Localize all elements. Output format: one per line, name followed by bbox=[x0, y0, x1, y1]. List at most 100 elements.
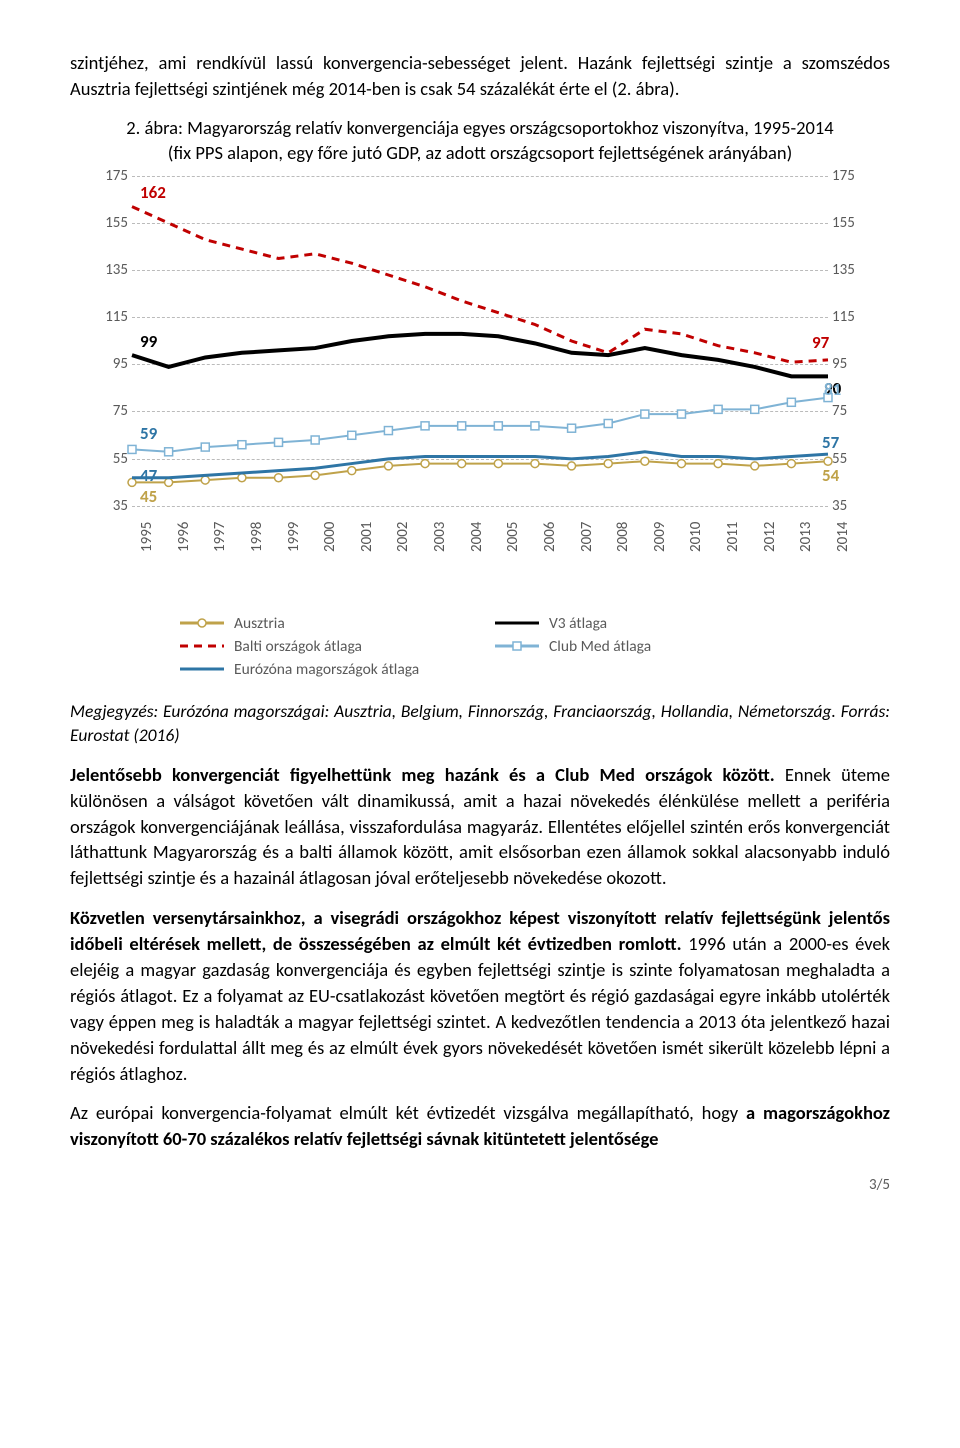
chart-title-line1: 2. ábra: Magyarország relatív konvergenc… bbox=[126, 116, 833, 139]
ytick-right: 135 bbox=[832, 261, 862, 279]
ytick-left: 55 bbox=[98, 450, 128, 468]
legend-item: Balti országok átlaga bbox=[180, 637, 465, 656]
legend-label: Club Med átlaga bbox=[549, 637, 651, 656]
legend-label: Eurózóna magországok átlaga bbox=[234, 660, 419, 679]
marker bbox=[531, 459, 539, 467]
point-label: 99 bbox=[140, 331, 157, 352]
xtick: 2011 bbox=[724, 521, 742, 551]
marker bbox=[494, 422, 502, 430]
marker bbox=[714, 459, 722, 467]
ytick-left: 135 bbox=[98, 261, 128, 279]
chart-title: 2. ábra: Magyarország relatív konvergenc… bbox=[70, 116, 890, 166]
marker bbox=[165, 478, 173, 486]
marker bbox=[384, 462, 392, 470]
marker bbox=[275, 473, 283, 481]
xtick: 2002 bbox=[394, 521, 412, 551]
marker bbox=[311, 471, 319, 479]
xtick: 1998 bbox=[248, 521, 266, 551]
marker bbox=[348, 466, 356, 474]
xtick: 2005 bbox=[504, 521, 522, 551]
line-chart: 162995947459790815754 353555557575959511… bbox=[90, 176, 870, 606]
marker bbox=[604, 459, 612, 467]
chart-note: Megjegyzés: Eurózóna magországai: Ausztr… bbox=[70, 699, 890, 748]
marker bbox=[568, 462, 576, 470]
xtick: 2008 bbox=[614, 521, 632, 551]
series-path bbox=[132, 397, 828, 451]
legend-item: V3 átlaga bbox=[495, 614, 780, 633]
chart-title-line2: (fix PPS alapon, egy főre jutó GDP, az a… bbox=[168, 141, 792, 164]
marker bbox=[384, 426, 392, 434]
xtick: 2014 bbox=[834, 521, 852, 551]
marker bbox=[677, 459, 685, 467]
ytick-right: 175 bbox=[832, 167, 862, 185]
marker bbox=[751, 462, 759, 470]
marker bbox=[641, 410, 649, 418]
marker bbox=[714, 405, 722, 413]
ytick-right: 155 bbox=[832, 214, 862, 232]
paragraph-4: Az európai konvergencia-folyamat elmúlt … bbox=[70, 1100, 890, 1152]
legend-label: V3 átlaga bbox=[549, 614, 607, 633]
marker bbox=[275, 438, 283, 446]
marker bbox=[604, 419, 612, 427]
point-label: 59 bbox=[140, 423, 157, 444]
xtick: 1995 bbox=[138, 521, 156, 551]
ytick-left: 75 bbox=[98, 402, 128, 420]
marker bbox=[311, 436, 319, 444]
series-path bbox=[132, 461, 828, 482]
ytick-right: 55 bbox=[832, 450, 862, 468]
xtick: 2003 bbox=[431, 521, 449, 551]
xtick: 2007 bbox=[578, 521, 596, 551]
marker bbox=[458, 459, 466, 467]
legend-item: Eurózóna magországok átlaga bbox=[180, 660, 465, 679]
paragraph-top: szintjéhez, ami rendkívül lassú konverge… bbox=[70, 50, 890, 102]
marker bbox=[201, 476, 209, 484]
marker bbox=[787, 459, 795, 467]
xtick: 1997 bbox=[211, 521, 229, 551]
marker bbox=[348, 431, 356, 439]
ytick-left: 95 bbox=[98, 355, 128, 373]
legend-label: Balti országok átlaga bbox=[234, 637, 362, 656]
series-path bbox=[132, 334, 828, 376]
ytick-left: 155 bbox=[98, 214, 128, 232]
marker bbox=[165, 448, 173, 456]
marker bbox=[641, 457, 649, 465]
xtick: 2000 bbox=[321, 521, 339, 551]
marker bbox=[128, 445, 136, 453]
grid-line bbox=[132, 506, 828, 507]
paragraph-4-pre: Az európai konvergencia-folyamat elmúlt … bbox=[70, 1101, 746, 1124]
marker bbox=[421, 422, 429, 430]
series-svg bbox=[132, 176, 828, 506]
marker bbox=[677, 410, 685, 418]
marker bbox=[201, 443, 209, 451]
xtick: 2006 bbox=[541, 521, 559, 551]
xtick: 2004 bbox=[468, 521, 486, 551]
point-label: 45 bbox=[140, 486, 157, 507]
legend-label: Ausztria bbox=[234, 614, 285, 633]
xtick: 1999 bbox=[285, 521, 303, 551]
marker bbox=[568, 424, 576, 432]
chart-legend: Ausztria V3 átlaga Balti országok átlaga Cl… bbox=[180, 614, 780, 679]
ytick-right: 95 bbox=[832, 355, 862, 373]
marker bbox=[128, 478, 136, 486]
point-label: 47 bbox=[140, 465, 157, 486]
paragraph-3: Közvetlen versenytársainkhoz, a visegrád… bbox=[70, 905, 890, 1086]
ytick-right: 35 bbox=[832, 497, 862, 515]
ytick-left: 115 bbox=[98, 308, 128, 326]
xtick: 2012 bbox=[761, 521, 779, 551]
marker bbox=[458, 422, 466, 430]
paragraph-2: Jelentősebb konvergenciát figyelhettünk … bbox=[70, 762, 890, 891]
marker bbox=[238, 473, 246, 481]
point-label: 81 bbox=[824, 379, 841, 400]
point-label: 97 bbox=[812, 332, 829, 353]
legend-item: Club Med átlaga bbox=[495, 637, 780, 656]
ytick-right: 75 bbox=[832, 402, 862, 420]
point-label: 54 bbox=[822, 465, 839, 486]
paragraph-2-lead: Jelentősebb konvergenciát figyelhettünk … bbox=[70, 763, 775, 786]
page-number: 3/5 bbox=[70, 1176, 890, 1194]
chart-container: 162995947459790815754 353555557575959511… bbox=[70, 176, 890, 679]
xtick: 2001 bbox=[358, 521, 376, 551]
marker bbox=[494, 459, 502, 467]
marker bbox=[787, 398, 795, 406]
xtick: 1996 bbox=[175, 521, 193, 551]
ytick-left: 175 bbox=[98, 167, 128, 185]
